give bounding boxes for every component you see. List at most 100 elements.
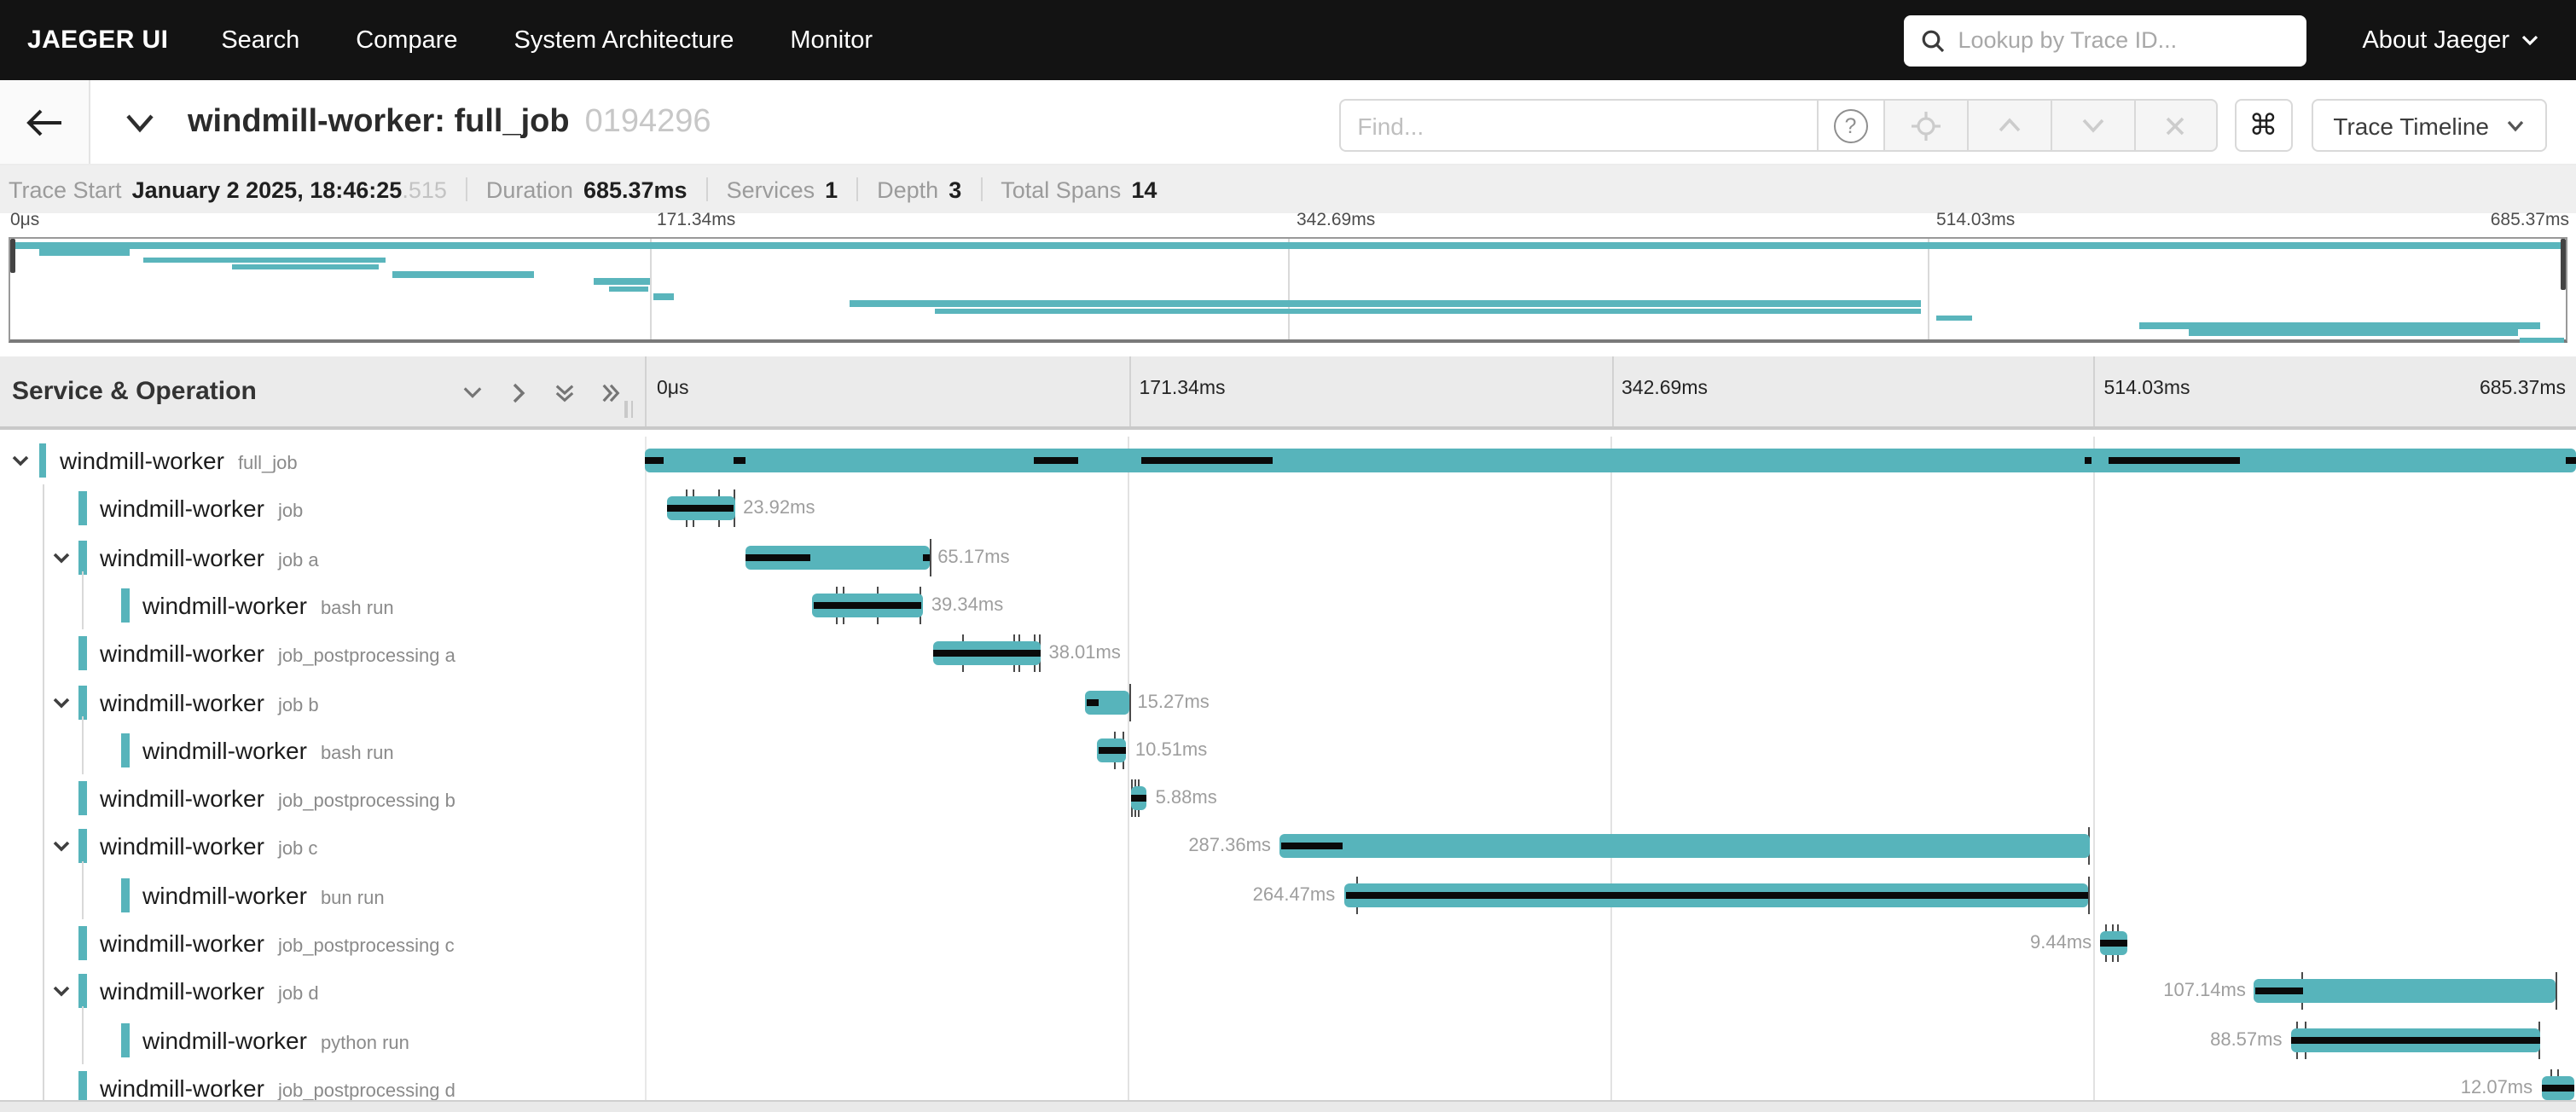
service-color-block xyxy=(121,1022,129,1057)
span-duration-label: 65.17ms xyxy=(937,533,1009,582)
horizontal-scrollbar[interactable] xyxy=(0,1100,2576,1112)
span-row-full_job[interactable]: windmill-workerfull_job xyxy=(0,437,2576,485)
focus-match-button[interactable] xyxy=(1883,99,1966,152)
next-match-button[interactable] xyxy=(2050,99,2133,152)
span-duration-bar[interactable] xyxy=(2541,1076,2575,1100)
span-duration-bar[interactable] xyxy=(1097,738,1127,762)
span-row-job-b[interactable]: windmill-workerjob b 15.27ms xyxy=(0,678,2576,727)
service-name-text: windmill-worker xyxy=(142,881,307,908)
critical-path-segment xyxy=(922,553,929,560)
back-button[interactable] xyxy=(0,80,90,164)
span-row-job-c[interactable]: windmill-workerjob c287.36ms xyxy=(0,823,2576,872)
span-name-cell[interactable]: windmill-workerbash run xyxy=(0,727,645,775)
nav-item-system-architecture[interactable]: System Architecture xyxy=(514,26,734,54)
span-children-chevron[interactable] xyxy=(52,695,69,709)
minimap-right-scrubber[interactable] xyxy=(2561,239,2566,290)
span-duration-bar[interactable] xyxy=(812,594,923,617)
keyboard-shortcuts-button[interactable]: ⌘ xyxy=(2234,99,2292,152)
critical-path-segment xyxy=(814,602,921,609)
span-row-bash-run[interactable]: windmill-workerbash run39.34ms xyxy=(0,582,2576,630)
clear-find-button[interactable] xyxy=(2133,99,2217,152)
span-duration-bar[interactable] xyxy=(933,641,1041,665)
span-row-bash-run[interactable]: windmill-workerbash run10.51ms xyxy=(0,727,2576,775)
span-children-chevron[interactable] xyxy=(12,454,29,467)
span-row-python-run[interactable]: windmill-workerpython run88.57ms xyxy=(0,1016,2576,1064)
span-duration-bar[interactable] xyxy=(2100,931,2126,955)
span-name-cell[interactable]: windmill-workerbash run xyxy=(0,582,645,630)
span-children-chevron[interactable] xyxy=(52,550,69,564)
span-bar-area xyxy=(645,437,2576,485)
span-duration-bar[interactable] xyxy=(667,497,734,521)
span-name-cell[interactable]: windmill-workerjob a xyxy=(0,533,645,582)
minimap[interactable] xyxy=(9,237,2567,343)
span-row-job_postprocessing-a[interactable]: windmill-workerjob_postprocessing a38.01… xyxy=(0,629,2576,678)
expand-one-button[interactable] xyxy=(508,381,529,402)
span-name-cell[interactable]: windmill-workerpython run xyxy=(0,1016,645,1064)
prev-match-button[interactable] xyxy=(1966,99,2050,152)
nav-item-compare[interactable]: Compare xyxy=(356,26,457,54)
span-name-cell[interactable]: windmill-workerjob b xyxy=(0,678,645,727)
metadata-item: Total Spans14 xyxy=(1001,177,1157,202)
span-duration-bar[interactable] xyxy=(746,545,929,569)
minimap-left-scrubber[interactable] xyxy=(10,239,15,273)
span-name-cell[interactable]: windmill-workerjob c xyxy=(0,823,645,872)
span-row-job_postprocessing-c[interactable]: windmill-workerjob_postprocessing c9.44m… xyxy=(0,919,2576,968)
critical-path-segment xyxy=(1087,698,1099,705)
span-name-cell[interactable]: windmill-workerjob_postprocessing c xyxy=(0,919,645,968)
metadata-value: January 2 2025, 18:46:25 xyxy=(132,177,403,202)
span-name-cell[interactable]: windmill-workerjob_postprocessing a xyxy=(0,629,645,678)
span-name-cell[interactable]: windmill-workerjob_postprocessing b xyxy=(0,774,645,823)
span-duration-bar[interactable] xyxy=(2254,980,2556,1004)
view-selector-dropdown[interactable]: Trace Timeline xyxy=(2311,99,2547,152)
span-row-job-a[interactable]: windmill-workerjob a 65.17ms xyxy=(0,533,2576,582)
minimap-span-bar xyxy=(10,242,2566,248)
span-duration-bar[interactable] xyxy=(645,449,2576,472)
operation-name: job_postprocessing c xyxy=(278,936,455,957)
span-duration-bar[interactable] xyxy=(1343,883,2089,906)
span-children-chevron[interactable] xyxy=(52,840,69,854)
span-row-bun-run[interactable]: windmill-workerbun run264.47ms xyxy=(0,871,2576,919)
column-resizer-grip[interactable] xyxy=(624,401,633,418)
axis-gridline xyxy=(1611,356,1613,426)
span-bar-area: 38.01ms xyxy=(645,629,2576,678)
span-row-job[interactable]: windmill-workerjob23.92ms xyxy=(0,485,2576,534)
operation-name: bash run xyxy=(321,599,394,619)
collapse-one-button[interactable] xyxy=(462,381,483,402)
span-children-chevron[interactable] xyxy=(52,985,69,999)
service-color-block xyxy=(78,685,86,719)
about-jaeger-label: About Jaeger xyxy=(2362,26,2509,54)
service-name-text: windmill-worker xyxy=(100,833,264,860)
minimap-tick-labels: 0μs171.34ms342.69ms514.03ms685.37ms xyxy=(0,210,2576,235)
collapse-all-button[interactable] xyxy=(554,381,575,402)
service-name: windmill-workerjob xyxy=(100,485,303,534)
span-name-cell[interactable]: windmill-workerfull_job xyxy=(0,437,645,485)
span-name-cell[interactable]: windmill-workerjob xyxy=(0,485,645,534)
minimap-span-bar xyxy=(392,271,533,277)
metadata-value: 3 xyxy=(949,177,961,202)
span-duration-bar[interactable] xyxy=(1086,690,1128,714)
about-jaeger-menu[interactable]: About Jaeger xyxy=(2362,26,2538,54)
find-help-button[interactable]: ? xyxy=(1816,99,1883,152)
span-duration-bar[interactable] xyxy=(1279,835,2089,859)
back-arrow-icon xyxy=(26,107,63,137)
collapse-trace-detail-chevron[interactable] xyxy=(121,104,159,142)
span-duration-label: 15.27ms xyxy=(1137,678,1209,727)
critical-path-segment xyxy=(1130,795,1146,802)
nav-item-search[interactable]: Search xyxy=(221,26,299,54)
minimap-tick-label: 0μs xyxy=(10,210,39,230)
span-duration-bar[interactable] xyxy=(1130,786,1146,810)
find-input[interactable] xyxy=(1338,99,1816,152)
trace-id-search[interactable]: Lookup by Trace ID... xyxy=(1903,14,2306,66)
app-brand[interactable]: JAEGER UI xyxy=(27,26,168,55)
expand-all-button[interactable] xyxy=(600,381,621,402)
minimap-span-bar xyxy=(935,308,1921,314)
nav-item-monitor[interactable]: Monitor xyxy=(790,26,873,54)
service-name: windmill-workerbash run xyxy=(142,582,394,630)
span-duration-bar[interactable] xyxy=(2290,1028,2540,1051)
span-bar-area: 65.17ms xyxy=(645,533,2576,582)
span-name-cell[interactable]: windmill-workerbun run xyxy=(0,871,645,919)
span-row-job_postprocessing-b[interactable]: windmill-workerjob_postprocessing b5.88m… xyxy=(0,774,2576,823)
span-row-job-d[interactable]: windmill-workerjob d107.14ms xyxy=(0,968,2576,1016)
search-icon xyxy=(1920,28,1944,52)
span-name-cell[interactable]: windmill-workerjob d xyxy=(0,968,645,1016)
